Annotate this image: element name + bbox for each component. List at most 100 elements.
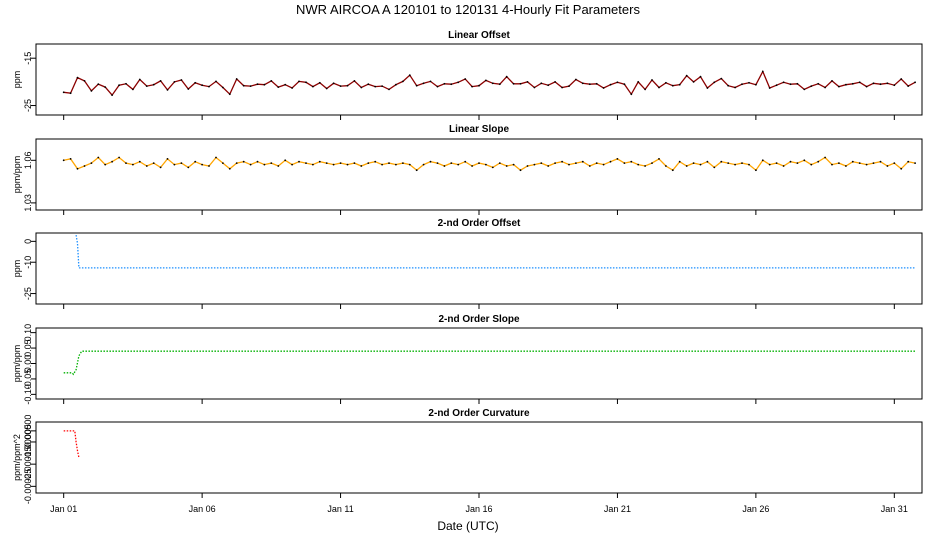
data-point <box>665 81 667 84</box>
data-point <box>132 88 134 91</box>
data-point <box>242 84 245 87</box>
data-point <box>478 162 480 165</box>
data-point <box>616 81 619 84</box>
y-tick-label: 0.00000 <box>23 415 33 448</box>
data-point <box>782 81 785 84</box>
data-point <box>568 85 570 87</box>
data-point <box>900 167 903 170</box>
data-point <box>367 162 370 165</box>
data-point <box>851 82 854 85</box>
x-tick-label: Jan 26 <box>742 504 769 514</box>
y-tick-label: -10 <box>23 256 33 269</box>
data-point <box>713 81 716 84</box>
data-point <box>699 163 702 166</box>
data-point <box>201 163 204 166</box>
data-point <box>554 81 556 83</box>
y-tick-label: -0.05 <box>23 369 33 390</box>
data-point <box>699 75 702 78</box>
data-point <box>111 94 113 96</box>
data-point <box>235 78 238 80</box>
data-point <box>519 169 522 172</box>
data-point <box>284 83 287 86</box>
x-tick-label: Jan 06 <box>189 504 216 514</box>
data-point <box>90 90 93 92</box>
data-point <box>159 166 162 169</box>
data-point <box>76 76 79 79</box>
data-point <box>215 156 217 159</box>
data-point <box>706 160 709 163</box>
data-point <box>865 163 868 166</box>
data-point <box>914 81 916 84</box>
data-point <box>429 160 432 163</box>
data-point <box>83 165 86 167</box>
data-point <box>457 81 460 84</box>
y-axis-label: ppm <box>12 260 22 278</box>
data-point <box>62 91 65 94</box>
data-point <box>388 88 390 91</box>
data-point <box>325 162 328 165</box>
data-point <box>872 82 875 85</box>
panel-title: Linear Slope <box>449 124 509 135</box>
data-point <box>692 162 695 165</box>
data-point <box>249 163 252 166</box>
data-point <box>422 82 425 85</box>
data-point <box>436 85 439 88</box>
data-point <box>332 163 335 166</box>
data-point <box>547 165 550 167</box>
plot-frame <box>35 138 923 211</box>
data-point <box>408 74 411 77</box>
data-point <box>415 84 418 87</box>
data-point <box>298 160 300 163</box>
y-axis-label: ppm/ppm <box>12 156 22 194</box>
data-point <box>831 163 833 166</box>
data-point <box>478 84 480 87</box>
series-line <box>63 156 916 172</box>
panel-3: 2-nd Order Offset ppm 0 -10 -25 <box>12 218 923 309</box>
data-point <box>838 162 840 165</box>
data-point <box>263 83 266 86</box>
y-tick-label: 0.00 <box>23 355 33 373</box>
data-point <box>145 165 148 167</box>
data-point <box>159 80 162 82</box>
data-point <box>602 87 605 89</box>
data-point <box>644 88 646 91</box>
y-tick-label: 0.05 <box>23 339 33 357</box>
data-point <box>381 163 383 166</box>
data-point <box>277 86 280 88</box>
data-point <box>761 70 764 73</box>
data-point <box>685 165 688 167</box>
data-point <box>858 81 861 84</box>
data-point <box>914 162 916 165</box>
data-point <box>886 82 889 85</box>
data-point <box>810 163 813 166</box>
data-point <box>187 166 190 169</box>
panel-5: 2-nd Order Curvatureppm/ppm^20.00000-0.0… <box>12 408 923 514</box>
plot-frame <box>35 327 923 400</box>
x-tick-label: Jan 01 <box>50 504 77 514</box>
data-point <box>526 165 529 167</box>
series-line <box>75 234 916 269</box>
x-tick-label: Jan 16 <box>465 504 492 514</box>
data-point <box>450 162 453 165</box>
data-point <box>152 83 155 86</box>
y-tick-label: -0.10 <box>23 384 33 405</box>
data-point <box>775 162 778 165</box>
data-point <box>651 162 653 165</box>
data-point <box>741 83 743 86</box>
data-point <box>782 165 785 167</box>
data-point <box>291 87 293 89</box>
data-point <box>630 93 633 96</box>
data-point <box>415 169 418 172</box>
plot-frame <box>35 421 923 494</box>
data-point <box>671 84 674 87</box>
data-point <box>228 93 231 96</box>
data-point <box>166 89 169 91</box>
data-point <box>62 159 65 162</box>
data-point <box>512 82 515 85</box>
panel-title: Linear Offset <box>448 30 510 41</box>
data-point <box>658 158 660 160</box>
data-point <box>817 160 820 163</box>
y-axis-label: ppm/ppm <box>12 345 22 383</box>
